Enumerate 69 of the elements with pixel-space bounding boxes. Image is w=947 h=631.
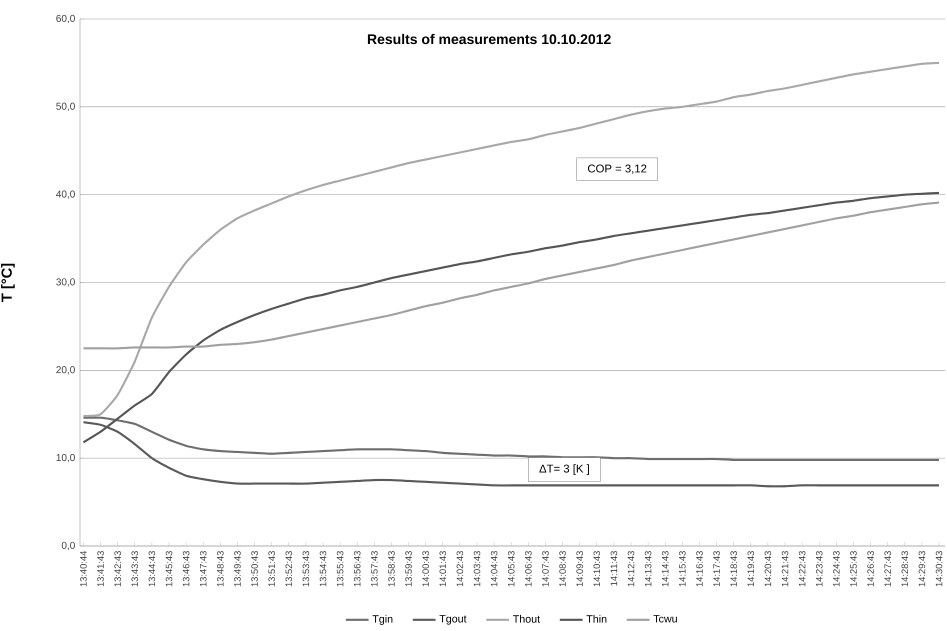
x-tick-label: 14:13:43 [644, 551, 652, 586]
y-tick-label: 40,0 [56, 190, 75, 199]
x-tick-label: 14:25:43 [850, 551, 857, 586]
y-tick-label: 10,0 [56, 454, 75, 462]
x-tick-label: 14:02:43 [456, 551, 464, 586]
x-tick-label: 14:26:43 [867, 551, 874, 586]
x-tick-label: 14:22:43 [798, 551, 806, 586]
y-tick-label: 0,0 [62, 542, 75, 550]
x-tick-label: 13:46:43 [182, 551, 190, 586]
x-tick-label: 13:55:43 [336, 551, 344, 586]
y-axis-title: T [°C] [1, 264, 15, 302]
x-tick-label: 13:40:44 [80, 550, 87, 586]
x-tick-label: 14:07:43 [542, 551, 549, 586]
x-tick-label: 14:23:43 [816, 551, 823, 586]
x-tick-label: 14:14:43 [662, 551, 669, 586]
x-tick-label: 13:54:43 [320, 551, 326, 586]
x-tick-label: 14:08:43 [559, 551, 566, 586]
x-tick-label: 14:12:43 [628, 551, 634, 586]
y-tick-label: 60,0 [56, 14, 75, 24]
line-series [82, 416, 940, 462]
x-tick-label: 13:41:43 [97, 551, 104, 586]
x-tick-label: 13:43:43 [131, 551, 138, 586]
legend-label: Tgin [372, 614, 392, 625]
legend-label: Thin [586, 614, 606, 623]
x-tick-label: 14:06:43 [525, 551, 532, 586]
line-series [82, 62, 940, 418]
y-tick-label: 20,0 [56, 366, 75, 374]
x-tick-label: 14:30:43 [936, 551, 942, 586]
x-tick-label: 13:59:43 [405, 551, 412, 586]
x-tick-label: 13:45:43 [166, 551, 172, 586]
x-tick-label: 13:53:43 [302, 551, 310, 586]
x-tick-label: 13:49:43 [234, 551, 241, 586]
x-tick-label: 14:03:43 [474, 551, 480, 586]
legend-label: Tgout [440, 615, 466, 625]
x-tick-label: 14:09:43 [576, 551, 583, 586]
x-tick-label: 14:11:43 [610, 551, 618, 586]
x-tick-label: 14:16:43 [696, 551, 703, 586]
x-tick-label: 14:18:43 [730, 551, 737, 586]
y-tick-label: 30,0 [56, 278, 75, 287]
x-tick-label: 14:20:43 [764, 551, 772, 586]
x-tick-label: 13:50:43 [251, 551, 258, 586]
x-tick-label: 13:44:43 [148, 551, 156, 586]
x-tick-label: 13:57:43 [371, 551, 378, 586]
x-tick-label: 14:15:43 [679, 551, 686, 586]
x-tick-label: 14:01:43 [439, 551, 446, 586]
x-tick-label: 14:00:43 [422, 551, 429, 586]
x-tick-label: 14:28:43 [902, 551, 908, 586]
x-tick-label: 14:17:43 [713, 551, 720, 586]
x-tick-label: 13:58:43 [388, 551, 395, 586]
legend-label: Thout [513, 614, 540, 623]
x-tick-label: 13:51:43 [268, 551, 275, 586]
x-tick-label: 14:10:43 [593, 551, 600, 586]
x-tick-label: 13:48:43 [217, 551, 224, 586]
x-tick-label: 13:47:43 [200, 551, 207, 586]
legend-label: Tcwu [654, 615, 677, 623]
annotation: COP = 3,12 [588, 164, 646, 174]
x-tick-label: 14:29:43 [918, 551, 926, 586]
text: Results of measurements 10.10.2012 [368, 34, 611, 44]
x-tick-label: 13:42:43 [114, 551, 121, 586]
x-tick-label: 13:52:43 [285, 551, 292, 586]
x-tick-label: 14:24:43 [833, 551, 840, 586]
x-tick-label: 14:27:43 [884, 551, 891, 586]
x-tick-label: 14:04:43 [490, 551, 498, 586]
x-tick-label: 13:56:43 [354, 551, 361, 586]
y-tick-label: 50,0 [56, 102, 75, 111]
x-tick-label: 14:05:43 [508, 551, 515, 586]
x-tick-label: 14:21:43 [782, 551, 788, 586]
annotation: ΔT= 3 [K ] [539, 464, 589, 475]
x-tick-label: 14:19:43 [747, 551, 754, 586]
